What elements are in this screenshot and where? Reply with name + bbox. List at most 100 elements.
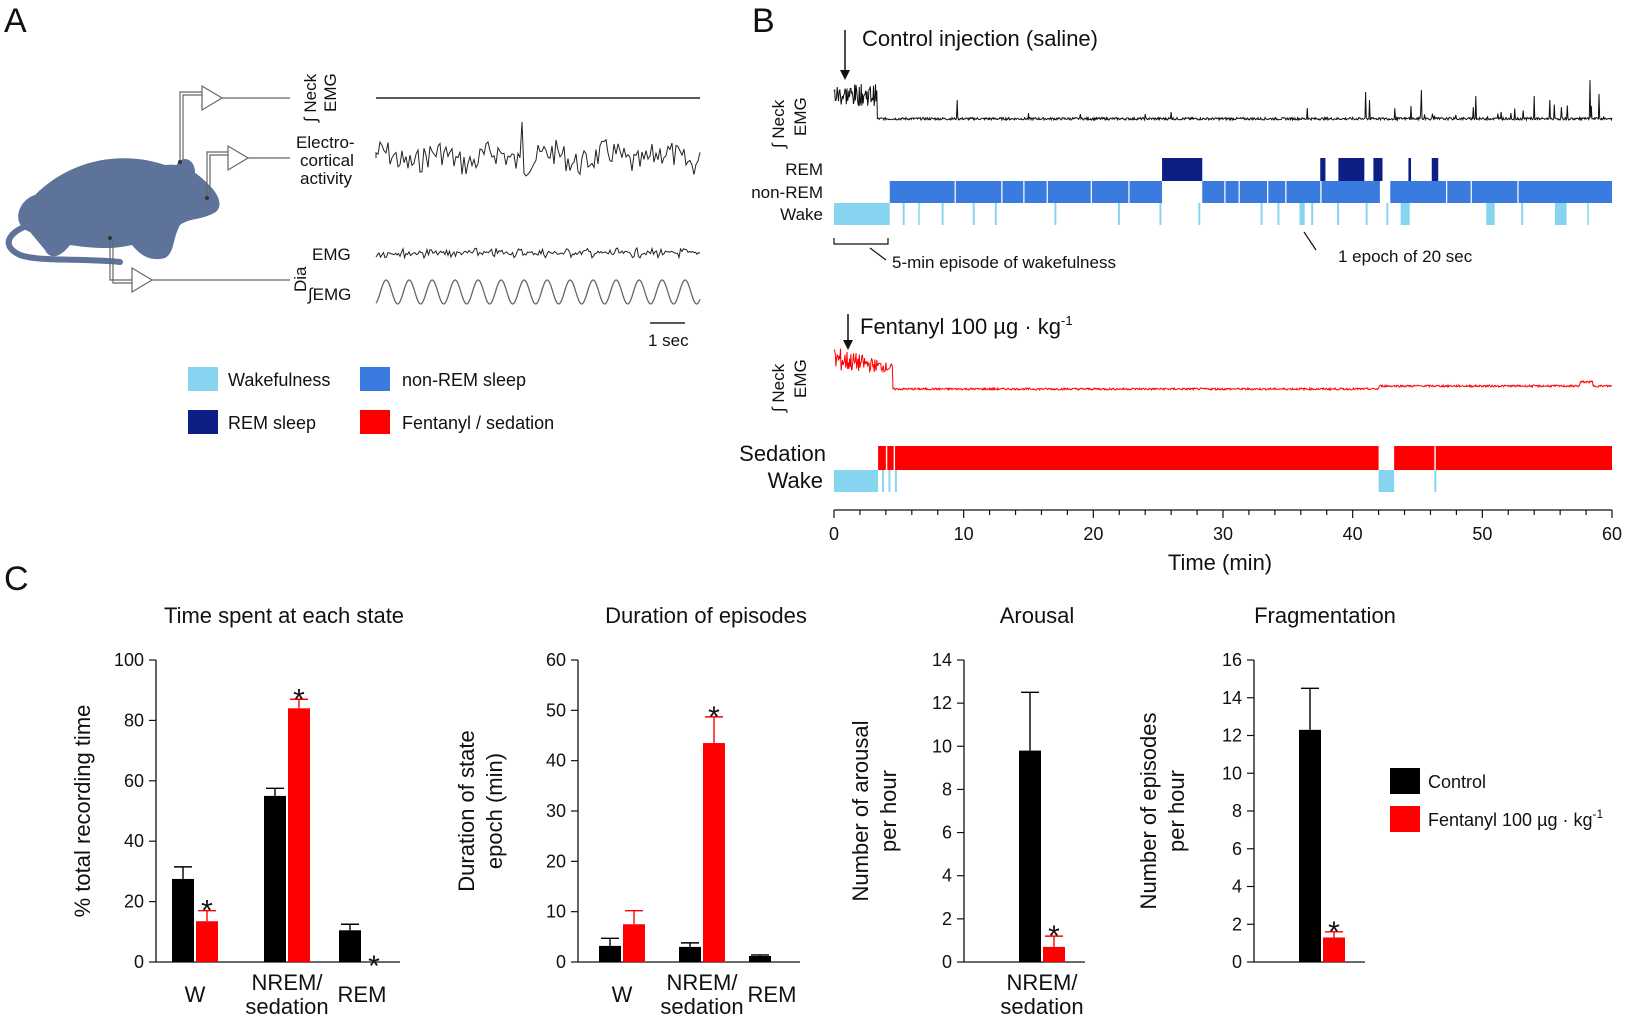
control-wake-segment [1311, 203, 1314, 225]
control-epoch-divider [1267, 181, 1269, 203]
control-title: Control injection (saline) [862, 26, 1098, 51]
control-epoch-divider [1090, 181, 1092, 203]
state-legend: Wakefulness non-REM sleep REM sleep Fent… [188, 367, 554, 434]
y-axis-tick-label: 12 [932, 693, 952, 713]
legend-label-nrem: non-REM sleep [402, 370, 526, 390]
y-axis-label: per hour [1164, 770, 1189, 852]
ecog-trace [375, 121, 701, 177]
control-wake-segment [994, 203, 997, 225]
fentanyl-injection-arrowhead [843, 340, 853, 350]
control-rem-label: REM [785, 160, 823, 179]
legend-label-fentanyl-dose: Fentanyl 100 µg · kg-1 [1428, 807, 1603, 830]
y-axis-label: Duration of state [454, 730, 479, 891]
chart-title: Fragmentation [1254, 603, 1396, 628]
wake-episode-bracket [833, 238, 889, 245]
sedation-epoch-divider [885, 446, 888, 470]
fentanyl-hypnogram [834, 446, 1612, 492]
fentanyl-wake-label: Wake [768, 468, 823, 493]
dia-integrated-trace [375, 279, 701, 305]
neck-emg-label: EMG [321, 73, 340, 112]
significance-marker: * [1048, 920, 1060, 953]
y-axis-tick-label: 8 [1232, 801, 1242, 821]
legend-swatch-fentanyl [360, 410, 390, 434]
control-epoch-divider [1470, 181, 1472, 203]
ecog-label-3: activity [300, 169, 352, 188]
category-label: REM [748, 982, 797, 1007]
fentanyl-title: Fentanyl 100 µg · kg-1 [860, 313, 1073, 339]
category-label: NREM/ [1007, 970, 1079, 995]
control-wake-segment [1386, 203, 1389, 225]
control-epoch-divider [1517, 181, 1519, 203]
scale-bar-label: 1 sec [648, 331, 689, 350]
control-rem-segment [1431, 158, 1439, 181]
time-axis-tick-label: 50 [1472, 524, 1492, 544]
control-wake-segment [902, 203, 905, 225]
legend-label-rem: REM sleep [228, 413, 316, 433]
dia-int-emg-label: ∫EMG [307, 285, 351, 304]
category-label: REM [338, 982, 387, 1007]
fentanyl-bar [623, 924, 645, 962]
panel-a-trace-labels: ∫ Neck EMG Electro- cortical activity Di… [291, 73, 355, 304]
control-wake-segment [941, 203, 944, 225]
chart-duration-episodes: Duration of episodes 0 10 20 30 40 50 60 Duratio… [454, 603, 807, 1019]
control-wake-segment [1587, 203, 1589, 225]
chart-time-spent: Time spent at each state 0 20 40 60 80 100 % to… [70, 603, 404, 1019]
control-wake-segment [1159, 203, 1162, 225]
y-axis-label: epoch (min) [482, 753, 507, 869]
neck-integral-label: ∫ Neck [301, 73, 320, 123]
control-bar [339, 930, 361, 962]
legend-swatch-fentanyl-dose [1390, 806, 1420, 832]
fentanyl-bar [196, 921, 218, 962]
y-axis-label: per hour [876, 770, 901, 852]
y-axis-tick-label: 0 [134, 952, 144, 972]
control-bar [1019, 750, 1041, 962]
control-neck-integral-label: ∫ Neck [769, 99, 788, 149]
fentanyl-sedation-segment [878, 446, 1379, 470]
control-wake-label: Wake [780, 205, 823, 224]
chart-title: Arousal [1000, 603, 1075, 628]
control-bar [264, 795, 286, 962]
control-rem-segment [1408, 158, 1412, 181]
control-wake-segment [972, 203, 975, 225]
y-axis-tick-label: 40 [124, 831, 144, 851]
category-label: sedation [660, 994, 743, 1019]
control-hypnogram [834, 158, 1612, 225]
category-label: W [612, 982, 633, 1007]
control-nrem-segment [1321, 181, 1380, 203]
rat-body [18, 158, 220, 260]
bar-chart-legend: Control Fentanyl 100 µg · kg-1 [1390, 768, 1603, 832]
control-rem-segment [1162, 158, 1203, 181]
y-axis-tick-label: 0 [942, 952, 952, 972]
sedation-epoch-divider [893, 446, 896, 470]
y-axis-tick-label: 14 [1222, 688, 1242, 708]
control-epoch-divider [1023, 181, 1025, 203]
wake-episode-pointer [869, 247, 887, 261]
y-axis-tick-label: 0 [1232, 952, 1242, 972]
category-label: NREM/ [252, 970, 324, 995]
control-nrem-segment [1390, 181, 1612, 203]
y-axis-tick-label: 4 [942, 866, 952, 886]
control-bar [172, 878, 194, 962]
fentanyl-wake-segment [894, 470, 897, 492]
chart-arousal: Arousal 0 2 4 6 8 10 12 14 Number of arousal per h… [848, 603, 1085, 1019]
control-epoch-divider [1128, 181, 1130, 203]
control-wake-segment [1554, 203, 1567, 225]
wake-episode-annotation: 5-min episode of wakefulness [892, 253, 1116, 272]
fentanyl-bar [1043, 946, 1065, 962]
fentanyl-bar [288, 708, 310, 962]
legend-label-wakefulness: Wakefulness [228, 370, 330, 390]
control-bar [749, 955, 771, 962]
fentanyl-wake-segment [834, 470, 879, 492]
y-axis-tick-label: 6 [1232, 839, 1242, 859]
y-axis-tick-label: 2 [942, 909, 952, 929]
control-bar [599, 945, 621, 962]
y-axis-tick-label: 10 [1222, 763, 1242, 783]
electrode-wiring [109, 84, 290, 294]
control-wake-segment [1260, 203, 1263, 225]
control-wake-segment [834, 203, 890, 225]
y-axis-tick-label: 2 [1232, 914, 1242, 934]
panel-c-letter: C [4, 560, 29, 598]
category-label: sedation [245, 994, 328, 1019]
significance-marker: * [368, 950, 380, 983]
